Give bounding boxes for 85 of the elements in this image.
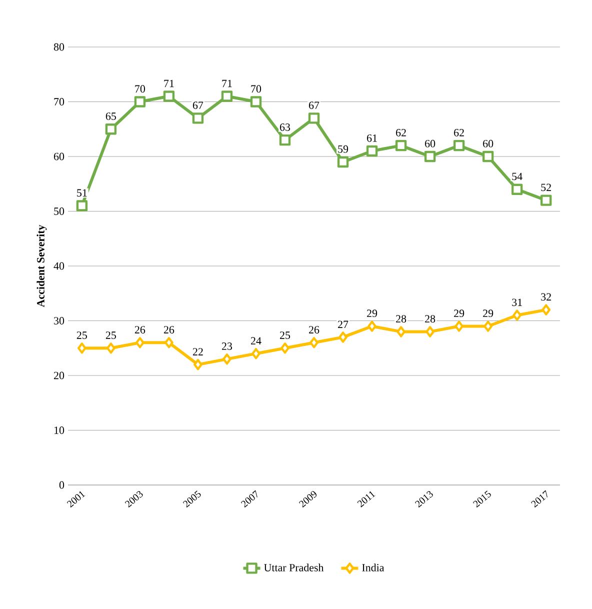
legend-label: Uttar Pradesh: [264, 564, 324, 572]
y-axis-title: Accident Severity: [36, 224, 47, 308]
legend-label: India: [362, 564, 384, 572]
point: [164, 337, 174, 348]
point: [250, 96, 262, 108]
point: [542, 304, 551, 316]
data-label: 51: [77, 189, 87, 197]
point: [424, 150, 436, 162]
data-label: 62: [396, 128, 406, 136]
point: [308, 112, 320, 124]
point: [193, 358, 202, 370]
y-tick-label: 80: [54, 43, 64, 51]
data-label: 28: [396, 315, 406, 322]
point: [310, 337, 318, 348]
x-tick-label: 2011: [357, 491, 376, 508]
data-label: 24: [250, 337, 262, 344]
point: [134, 96, 146, 108]
point: [453, 140, 465, 152]
data-label: 25: [76, 332, 87, 339]
x-tick-label: 2013: [414, 491, 433, 508]
data-label: 29: [483, 310, 494, 318]
point: [540, 194, 552, 206]
point: [426, 326, 435, 338]
data-label: 67: [308, 102, 320, 109]
point: [454, 320, 464, 332]
data-label: 29: [454, 310, 464, 318]
data-label: 71: [222, 80, 232, 88]
data-label: 25: [280, 332, 290, 339]
data-label: 70: [251, 85, 262, 93]
x-tick-label: 2001: [66, 491, 86, 508]
point: [280, 342, 290, 354]
data-label: 67: [192, 102, 204, 109]
y-tick-label: 20: [54, 372, 64, 380]
point: [395, 140, 407, 152]
data-label: 22: [192, 348, 203, 356]
point: [106, 342, 116, 354]
point: [76, 200, 88, 212]
data-label: 27: [338, 320, 348, 328]
y-tick-label: 50: [54, 208, 64, 215]
data-label: 26: [134, 326, 146, 334]
point: [252, 348, 260, 360]
point: [77, 342, 86, 354]
y-tick-label: 10: [54, 426, 64, 434]
data-label: 59: [338, 145, 348, 153]
point: [163, 90, 175, 102]
point: [512, 310, 522, 321]
point: [368, 320, 376, 332]
data-label: 26: [309, 326, 320, 334]
y-tick-label: 0: [59, 481, 64, 489]
point: [366, 145, 378, 157]
data-label: 63: [280, 124, 290, 131]
data-label: 60: [483, 140, 494, 148]
data-label: 32: [541, 293, 551, 301]
point: [337, 156, 349, 168]
data-label: 28: [425, 315, 436, 322]
y-tick-label: 60: [54, 152, 64, 160]
data-label: 62: [454, 128, 464, 136]
point: [484, 320, 493, 332]
point: [482, 150, 494, 162]
point: [279, 134, 291, 146]
data-label: 29: [367, 310, 378, 318]
data-label: 65: [106, 112, 116, 120]
x-tick-label: 2003: [124, 491, 143, 508]
point: [105, 124, 117, 135]
point: [222, 353, 232, 365]
y-tick-label: 30: [54, 317, 64, 324]
point: [192, 112, 204, 124]
data-label: 70: [135, 85, 146, 93]
data-label: 31: [512, 298, 522, 306]
point: [135, 337, 144, 348]
y-tick-label: 40: [54, 262, 64, 270]
point: [221, 90, 233, 102]
data-label: 54: [512, 172, 522, 180]
data-label: 60: [425, 140, 436, 148]
data-label: 23: [222, 342, 232, 350]
data-label: 61: [367, 134, 377, 142]
data-label: 71: [164, 80, 174, 88]
y-tick-label: 70: [54, 98, 64, 106]
data-label: 26: [164, 326, 174, 334]
data-label: 52: [541, 184, 551, 192]
x-tick-label: 2009: [298, 491, 317, 508]
data-label: 25: [106, 332, 116, 339]
point: [338, 332, 348, 343]
point: [396, 326, 406, 338]
point: [511, 184, 523, 195]
